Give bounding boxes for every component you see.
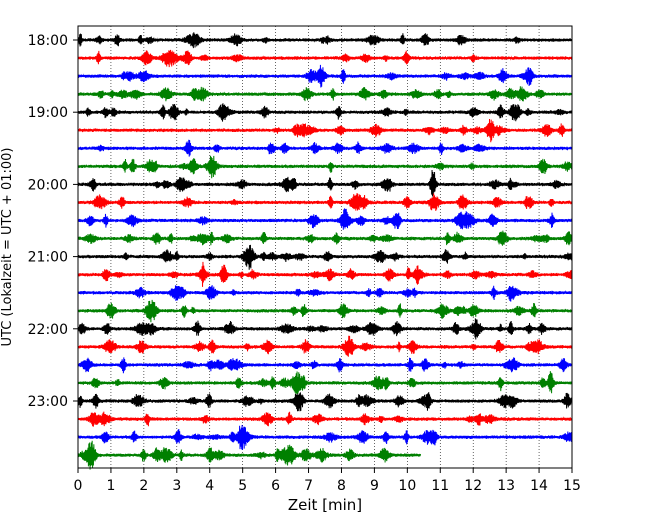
x-tick-label: 12 — [464, 478, 482, 494]
trace-line — [77, 64, 573, 88]
x-tick-label: 11 — [431, 478, 449, 494]
x-tick-label: 6 — [271, 478, 280, 494]
x-tick-label: 3 — [172, 478, 181, 494]
trace-line — [77, 103, 573, 122]
trace-line — [77, 170, 573, 197]
trace-line — [77, 86, 573, 102]
x-tick-label: 10 — [398, 478, 416, 494]
y-tick-label: 19:00 — [28, 105, 68, 121]
plot-frame — [77, 25, 573, 469]
trace-line — [77, 139, 573, 157]
trace-line — [77, 318, 573, 340]
trace-line — [77, 285, 573, 302]
x-tick-label: 5 — [238, 478, 247, 494]
x-tick-label: 13 — [497, 478, 515, 494]
trace-line — [77, 244, 573, 270]
trace-line — [77, 335, 573, 357]
trace-line — [77, 371, 573, 394]
x-tick-label: 14 — [530, 478, 548, 494]
x-tick-label: 8 — [337, 478, 346, 494]
trace-line — [77, 230, 573, 246]
traces — [77, 32, 573, 470]
trace-line — [77, 49, 573, 68]
trace-line — [77, 118, 573, 143]
y-axis-ticks: 18:00 19:00 20:00 21:00 22:00 23:00 — [28, 33, 78, 410]
trace-line — [77, 425, 573, 450]
trace-line — [77, 208, 573, 230]
y-tick-label: 22:00 — [28, 322, 68, 338]
x-tick-label: 2 — [139, 478, 148, 494]
x-tick-label: 15 — [563, 478, 581, 494]
y-tick-label: 21:00 — [28, 250, 68, 266]
x-tick-label: 1 — [106, 478, 115, 494]
y-tick-label: 23:00 — [28, 394, 68, 410]
y-axis-label: UTC (Lokalzeit = UTC + 01:00) — [0, 148, 15, 347]
trace-line — [77, 440, 422, 470]
x-tick-label: 0 — [74, 478, 83, 494]
trace-line — [77, 261, 573, 287]
x-axis-label: Zeit [min] — [288, 496, 362, 514]
x-tick-label: 7 — [304, 478, 313, 494]
trace-line — [77, 299, 573, 323]
x-tick-label: 4 — [205, 478, 214, 494]
x-tick-label: 9 — [370, 478, 379, 494]
trace-line — [77, 193, 573, 211]
trace-line — [77, 155, 573, 179]
trace-line — [77, 32, 573, 49]
trace-line — [77, 411, 573, 427]
x-axis-ticks: 0 1 2 3 4 5 6 7 8 9 10 11 12 13 14 15 — [74, 468, 581, 494]
y-tick-label: 18:00 — [28, 33, 68, 49]
y-tick-label: 20:00 — [28, 177, 68, 193]
trace-line — [77, 392, 573, 412]
trace-line — [77, 357, 573, 374]
